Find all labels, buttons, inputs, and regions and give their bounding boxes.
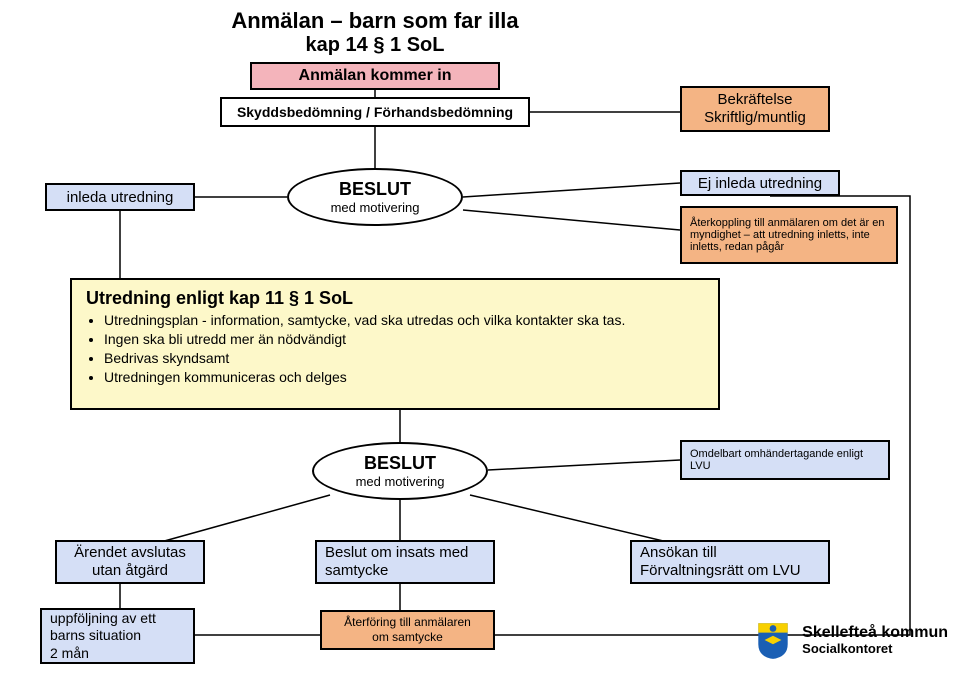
- bekraft-l1: Bekräftelse: [717, 91, 792, 109]
- box-anmalan-in: Anmälan kommer in: [250, 62, 500, 90]
- utredning-title: Utredning enligt kap 11 § 1 SoL: [86, 288, 704, 309]
- beslut2-l1: BESLUT: [364, 453, 436, 474]
- box-inleda: inleda utredning: [45, 183, 195, 211]
- logo: Skellefteå kommun Socialkontoret: [752, 619, 948, 661]
- box-uppfolj: uppföljning av ett barns situation 2 mån: [40, 608, 195, 664]
- box-bekraft: Bekräftelse Skriftlig/muntlig: [680, 86, 830, 132]
- box-ansokan: Ansökan till Förvaltningsrätt om LVU: [630, 540, 830, 584]
- box-beslut-insats: Beslut om insats med samtycke: [315, 540, 495, 584]
- ansokan-l1: Ansökan till: [640, 544, 717, 562]
- box-omedelbart: Omdelbart omhändertagande enligt LVU: [680, 440, 890, 480]
- arendet-l1: Ärendet avslutas: [74, 544, 186, 562]
- utredning-b3: Bedrivas skyndsamt: [104, 349, 704, 368]
- aterfor-l1: Återföring till anmälaren: [344, 615, 471, 630]
- title-line1: Anmälan – barn som far illa: [165, 8, 585, 34]
- box-skydds: Skyddsbedömning / Förhandsbedömning: [220, 97, 530, 127]
- aterkopp-text: Återkoppling till anmälaren om det är en…: [690, 217, 888, 253]
- box-arendet: Ärendet avslutas utan åtgärd: [55, 540, 205, 584]
- uppfolj-l3: 2 mån: [50, 645, 89, 663]
- logo-sub: Socialkontoret: [802, 642, 948, 656]
- box-utredning: Utredning enligt kap 11 § 1 SoL Utrednin…: [70, 278, 720, 410]
- anmalan-in-text: Anmälan kommer in: [299, 67, 452, 85]
- shield-icon: [752, 619, 794, 661]
- skydds-text: Skyddsbedömning / Förhandsbedömning: [237, 104, 513, 120]
- logo-main: Skellefteå kommun: [802, 625, 948, 642]
- utredning-b4: Utredningen kommuniceras och delges: [104, 368, 704, 387]
- uppfolj-l2: barns situation: [50, 627, 141, 645]
- title: Anmälan – barn som far illa kap 14 § 1 S…: [165, 8, 585, 57]
- beslut1-l1: BESLUT: [339, 179, 411, 200]
- beslut2-l2: med motivering: [356, 474, 445, 489]
- beslut-insats-l1: Beslut om insats med: [325, 544, 468, 562]
- ansokan-l2: Förvaltningsrätt om LVU: [640, 562, 801, 580]
- inleda-text: inleda utredning: [67, 189, 174, 206]
- box-aterkopp: Återkoppling till anmälaren om det är en…: [680, 206, 898, 264]
- ellipse-beslut-2: BESLUT med motivering: [312, 442, 488, 500]
- ej-inleda-text: Ej inleda utredning: [698, 175, 822, 192]
- uppfolj-l1: uppföljning av ett: [50, 610, 156, 628]
- arendet-l2: utan åtgärd: [92, 562, 168, 580]
- aterfor-l2: om samtycke: [372, 630, 443, 645]
- beslut1-l2: med motivering: [331, 200, 420, 215]
- box-ej-inleda: Ej inleda utredning: [680, 170, 840, 196]
- omedelbart-text: Omdelbart omhändertagande enligt LVU: [690, 448, 880, 472]
- ellipse-beslut-1: BESLUT med motivering: [287, 168, 463, 226]
- utredning-b1: Utredningsplan - information, samtycke, …: [104, 311, 704, 330]
- bekraft-l2: Skriftlig/muntlig: [704, 109, 806, 127]
- title-line2: kap 14 § 1 SoL: [165, 34, 585, 57]
- beslut-insats-l2: samtycke: [325, 562, 388, 580]
- utredning-b2: Ingen ska bli utredd mer än nödvändigt: [104, 330, 704, 349]
- box-aterfor: Återföring till anmälaren om samtycke: [320, 610, 495, 650]
